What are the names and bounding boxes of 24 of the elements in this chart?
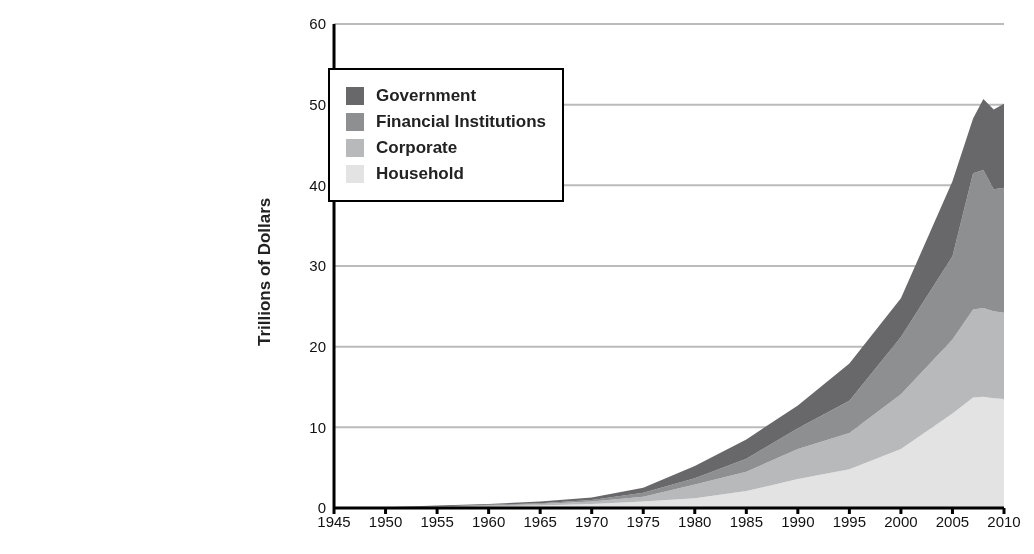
y-tick-label: 10 xyxy=(309,418,327,436)
x-tick-label: 2000 xyxy=(884,512,918,530)
y-tick-label: 60 xyxy=(309,15,327,33)
x-tick-label: 1990 xyxy=(781,512,815,530)
y-axis-title: Trillions of Dollars xyxy=(255,197,275,346)
y-tick-label: 50 xyxy=(309,95,327,113)
x-tick-label: 2010 xyxy=(987,512,1021,530)
legend-label: Household xyxy=(376,164,464,184)
x-tick-label: 2005 xyxy=(935,512,970,530)
x-tick-label: 1980 xyxy=(678,512,712,530)
x-tick-label: 1985 xyxy=(729,512,763,530)
x-tick-label: 1955 xyxy=(420,512,454,530)
legend-label: Financial Institutions xyxy=(376,112,547,132)
y-tick-label: 40 xyxy=(309,176,327,194)
y-tick-label: 30 xyxy=(309,257,327,275)
x-tick-label: 1970 xyxy=(575,512,609,530)
legend-label: Government xyxy=(376,86,477,106)
x-tick-label: 1950 xyxy=(368,512,403,530)
x-tick-label: 1960 xyxy=(471,512,506,530)
legend-label: Corporate xyxy=(376,138,458,158)
x-tick-label: 1965 xyxy=(523,512,557,530)
x-tick-label: 1975 xyxy=(626,512,660,530)
y-tick-label: 20 xyxy=(309,337,327,355)
x-tick-label: 1995 xyxy=(832,512,867,530)
